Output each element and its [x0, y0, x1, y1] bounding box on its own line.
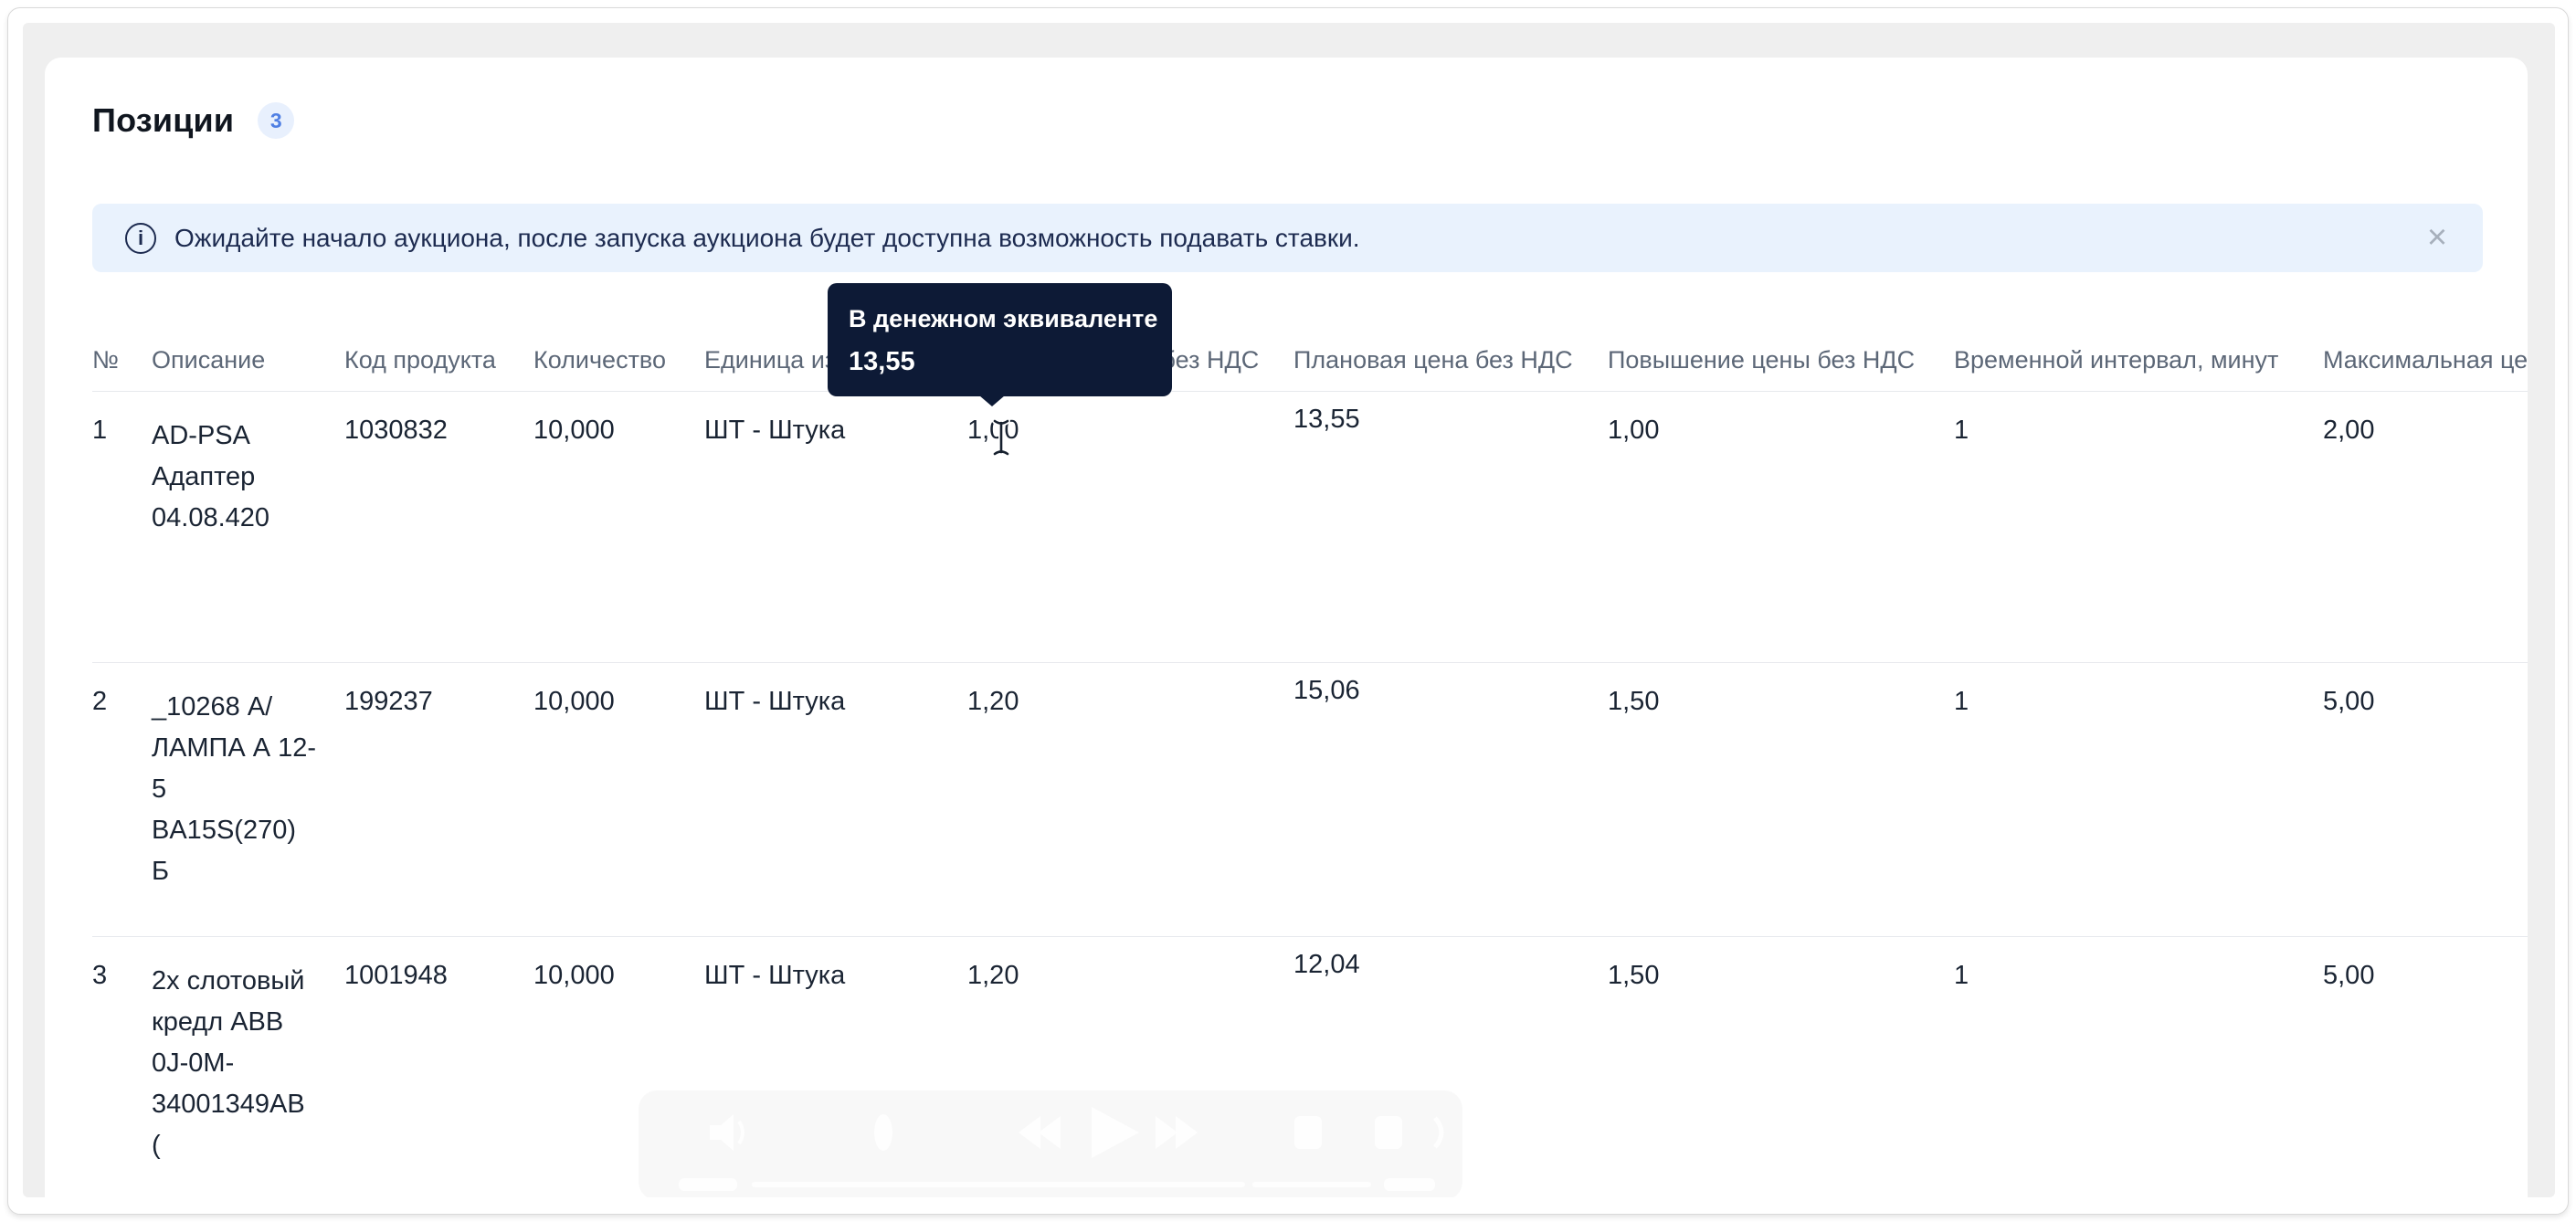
col-price-increase: Повышение цены без НДС — [1608, 346, 1916, 374]
browser-window: Позиции 3 i Ожидайте начало аукциона, по… — [7, 7, 2569, 1215]
row-max-price: 5,00 — [2323, 961, 2375, 990]
banner-message: Ожидайте начало аукциона, после запуска … — [174, 223, 1360, 252]
buffer-bar — [1252, 1182, 1371, 1187]
col-max-price: Максимальная цена без НДС — [2323, 346, 2528, 374]
col-time-interval: Временной интервал, минут — [1954, 346, 2279, 374]
settings-icon — [1375, 1116, 1402, 1149]
auction-info-banner: i Ожидайте начало аукциона, после запуск… — [92, 204, 2483, 272]
row-quantity: 10,000 — [533, 416, 615, 445]
tooltip-value: 13,55 — [849, 347, 915, 376]
row-max-price: 2,00 — [2323, 416, 2375, 445]
row-quantity: 10,000 — [533, 687, 615, 716]
close-icon[interactable]: × — [2426, 218, 2448, 257]
col-description: Описание — [152, 346, 266, 374]
time-elapsed — [679, 1178, 737, 1191]
positions-table: № Описание Код продукта Количество Едини… — [92, 346, 2528, 1197]
row-price-increase: 1,00 — [1608, 416, 1660, 445]
row-unit: ШТ - Штука — [704, 961, 846, 990]
table-row[interactable]: 1 AD-PSA Адаптер 04.08.420 1030832 10,00… — [92, 392, 2528, 663]
mic-icon — [874, 1114, 892, 1151]
row-planned-price: 15,06 — [1293, 676, 1360, 705]
row-price-increase: 1,50 — [1608, 961, 1660, 990]
volume-icon — [710, 1114, 744, 1151]
time-total — [1384, 1178, 1435, 1191]
ghost-player-overlay — [639, 1090, 1462, 1197]
row-initial-price[interactable]: 1,20 — [967, 961, 1019, 990]
col-planned-price: Плановая цена без НДС — [1293, 346, 1573, 374]
positions-count-badge: 3 — [258, 102, 295, 139]
row-product-code: 1030832 — [344, 416, 448, 445]
row-initial-price[interactable]: 1,00 — [967, 416, 1019, 445]
row-price-increase: 1,50 — [1608, 687, 1660, 716]
row-quantity: 10,000 — [533, 961, 615, 990]
col-number: № — [92, 346, 119, 374]
expand-icon — [1433, 1116, 1444, 1149]
rewind-icon — [1019, 1116, 1061, 1149]
table-header-row: № Описание Код продукта Количество Едини… — [92, 346, 2528, 392]
row-description: AD-PSA Адаптер 04.08.420 — [152, 421, 270, 532]
page-title: Позиции — [92, 101, 235, 139]
monetary-equivalent-tooltip: В денежном эквиваленте 13,55 — [828, 283, 1172, 406]
row-time-interval: 1 — [1954, 416, 1969, 445]
col-product-code: Код продукта — [344, 346, 496, 374]
title-row: Позиции 3 — [92, 101, 295, 140]
info-icon: i — [125, 222, 156, 254]
text-cursor-icon — [989, 417, 1013, 462]
row-planned-price: 13,55 — [1293, 405, 1360, 434]
row-number: 1 — [92, 416, 108, 445]
row-initial-price[interactable]: 1,20 — [967, 687, 1019, 716]
row-number: 3 — [92, 961, 108, 990]
progress-bar — [752, 1182, 1245, 1187]
row-product-code: 1001948 — [344, 961, 448, 990]
row-number: 2 — [92, 687, 108, 716]
forward-icon — [1156, 1116, 1198, 1149]
row-max-price: 5,00 — [2323, 687, 2375, 716]
pip-icon — [1294, 1116, 1322, 1149]
row-unit: ШТ - Штука — [704, 687, 846, 716]
page-background: Позиции 3 i Ожидайте начало аукциона, по… — [23, 23, 2555, 1197]
col-quantity: Количество — [533, 346, 666, 374]
row-description: 2х слотовый кредл ABB 0J-0M- 34001349AB … — [152, 966, 305, 1160]
row-description: _10268 А/ ЛАМПА А 12-5 BA15S(270) Б — [152, 692, 317, 886]
row-time-interval: 1 — [1954, 687, 1969, 716]
row-time-interval: 1 — [1954, 961, 1969, 990]
play-icon — [1092, 1107, 1139, 1158]
row-planned-price: 12,04 — [1293, 950, 1360, 979]
row-product-code: 199237 — [344, 687, 433, 716]
tooltip-arrow — [979, 395, 1005, 406]
table-row[interactable]: 3 2х слотовый кредл ABB 0J-0M- 34001349A… — [92, 937, 2528, 1197]
positions-card: Позиции 3 i Ожидайте начало аукциона, по… — [45, 58, 2528, 1197]
table-row[interactable]: 2 _10268 А/ ЛАМПА А 12-5 BA15S(270) Б 19… — [92, 663, 2528, 937]
row-unit: ШТ - Штука — [704, 416, 846, 445]
tooltip-label: В денежном эквиваленте — [849, 305, 1158, 332]
